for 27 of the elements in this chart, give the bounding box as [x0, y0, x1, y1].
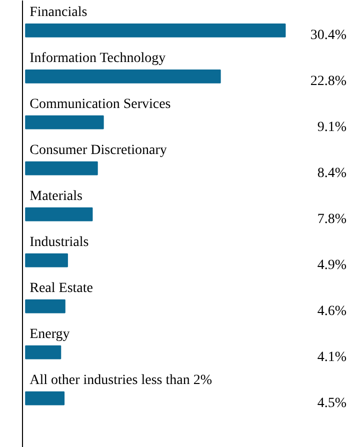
bar — [25, 69, 221, 84]
data-label: 9.1% — [317, 120, 347, 135]
data-label: 30.4% — [310, 28, 347, 43]
data-label: 4.9% — [317, 258, 347, 273]
bar — [25, 299, 66, 314]
bar — [25, 253, 68, 268]
data-label: 7.8% — [317, 212, 347, 227]
y-tick-label: Consumer Discretionary — [30, 142, 167, 158]
y-tick-label: Communication Services — [30, 96, 171, 112]
bar — [25, 391, 65, 406]
data-label: 4.1% — [317, 350, 347, 365]
y-tick-label: All other industries less than 2% — [30, 372, 212, 388]
data-label: 4.5% — [317, 396, 347, 411]
bar — [25, 115, 104, 130]
bar — [25, 345, 62, 360]
y-tick-label: Industrials — [30, 234, 89, 250]
data-label: 4.6% — [317, 304, 347, 319]
y-tick-label: Financials — [30, 4, 88, 20]
y-tick-label: Energy — [30, 326, 70, 342]
data-label: 8.4% — [317, 166, 347, 181]
bar — [25, 161, 98, 176]
y-tick-label: Information Technology — [30, 50, 166, 66]
bar — [25, 23, 286, 38]
data-label: 22.8% — [310, 74, 347, 89]
y-tick-label: Materials — [30, 188, 82, 204]
bar — [25, 207, 93, 222]
y-tick-label: Real Estate — [30, 280, 93, 296]
